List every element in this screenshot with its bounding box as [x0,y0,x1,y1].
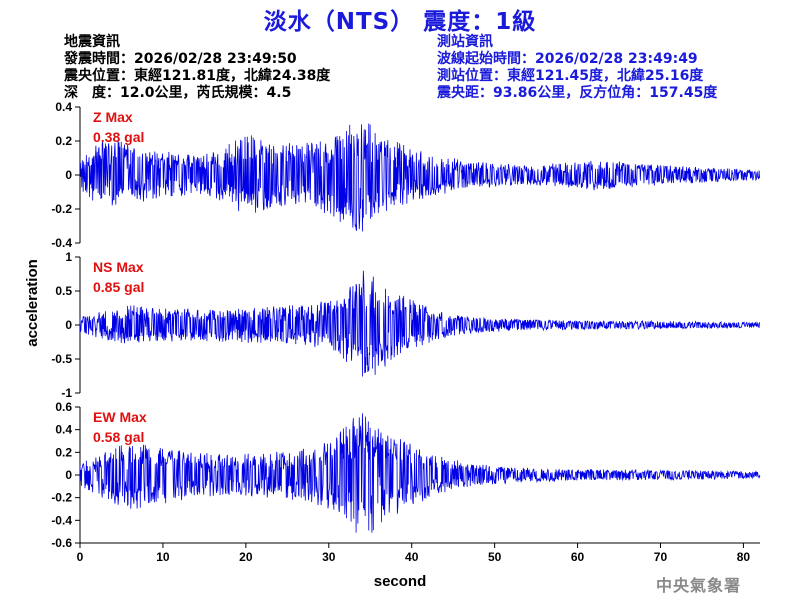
y-tick-label: 0 [65,168,72,182]
station-location: 測站位置：東經121.45度，北緯25.16度 [437,68,704,84]
agency-watermark: 中央氣象署 [656,576,742,595]
origin-time: 發震時間：2026/02/28 23:49:50 [64,51,297,67]
max-label-ns: NS Max [93,259,144,275]
station-info-heading: 測站資訊 [437,34,493,50]
y-tick-label: 1 [65,250,72,264]
y-tick-label: -1 [61,386,72,400]
max-value-ew: 0.58 gal [93,429,144,445]
max-value-ns: 0.85 gal [93,279,144,295]
y-tick-label: 0.5 [55,284,72,298]
x-tick-label: 60 [571,550,585,564]
y-tick-label: -0.2 [51,202,72,216]
station-info: 測站資訊 波線起始時間：2026/02/28 23:49:49 測站位置：東經1… [437,34,717,102]
depth-magnitude: 深 度：12.0公里，芮氏規模：4.5 [64,85,292,101]
x-tick-label: 70 [654,550,668,564]
page-title: 淡水（NTS） 震度：1級 [263,9,537,35]
y-tick-label: 0.6 [55,400,72,414]
x-axis-label: second [374,573,427,590]
y-tick-label: 0.4 [55,100,72,114]
x-tick-label: 40 [405,550,419,564]
waveform-ew [79,413,761,533]
quake-info-heading: 地震資訊 [64,34,120,50]
waveform-ns [79,270,761,377]
x-tick-label: 20 [239,550,253,564]
y-tick-label: -0.6 [51,536,72,550]
x-tick-label: 10 [156,550,170,564]
max-label-z: Z Max [93,109,133,125]
y-tick-label: -0.5 [51,352,72,366]
y-tick-label: 0.2 [55,445,72,459]
waveform-start-time: 波線起始時間：2026/02/28 23:49:49 [437,51,698,67]
quake-info: 地震資訊 發震時間：2026/02/28 23:49:50 震央位置：東經121… [64,34,330,102]
max-value-z: 0.38 gal [93,129,144,145]
y-tick-label: -0.2 [51,491,72,505]
epicentral-distance: 震央距：93.86公里，反方位角：157.45度 [437,85,718,101]
x-tick-label: 80 [737,550,751,564]
y-tick-label: -0.4 [51,236,72,250]
y-axis-label: acceleration [24,259,41,347]
y-tick-label: 0 [65,318,72,332]
x-tick-label: 50 [488,550,502,564]
epicenter-location: 震央位置：東經121.81度，北緯24.38度 [64,68,331,84]
max-label-ew: EW Max [93,409,147,425]
y-tick-label: 0.2 [55,134,72,148]
x-tick-label: 30 [322,550,336,564]
y-tick-label: -0.4 [51,513,72,527]
y-tick-label: 0 [65,468,72,482]
y-tick-label: 0.4 [55,423,72,437]
waveform-z [79,123,761,232]
x-tick-label: 0 [77,550,84,564]
